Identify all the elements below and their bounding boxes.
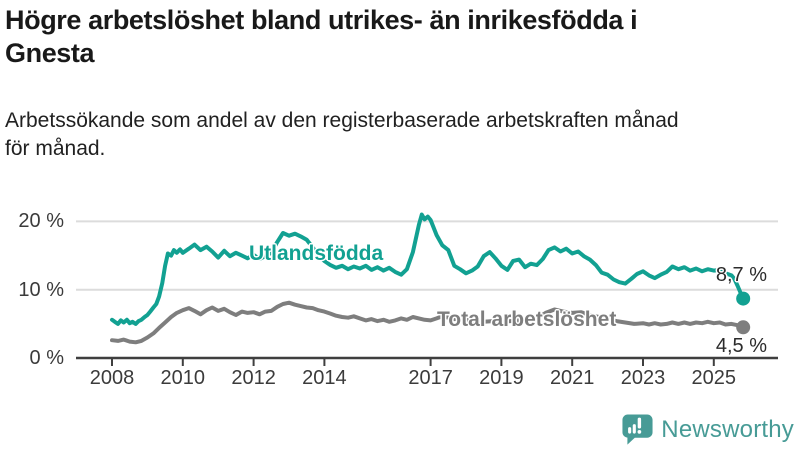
- newsworthy-logo-icon: [622, 414, 653, 445]
- subtitle-line-2: för månad.: [5, 137, 106, 160]
- page-title: Högre arbetslöshet bland utrikes- än inr…: [5, 4, 785, 70]
- x-tick-label: 2010: [160, 367, 206, 389]
- x-tick-label: 2021: [549, 367, 595, 389]
- x-tick-label: 2023: [620, 367, 666, 389]
- brand-footer: Newsworthy: [621, 413, 794, 447]
- series-line-0: [110, 212, 746, 326]
- value-label-total-arbetsloshet: 4,5 %: [715, 335, 767, 357]
- chart-subtitle: Arbetssökande som andel av den registerb…: [5, 107, 790, 163]
- subtitle-line-1: Arbetssökande som andel av den registerb…: [5, 109, 679, 132]
- title-line-2: Gnesta: [5, 38, 95, 68]
- series-label-utlandsfodda: Utlandsfödda: [249, 242, 384, 265]
- brand-name: Newsworthy: [661, 416, 794, 443]
- x-tick-label: 2012: [231, 367, 276, 389]
- series-end-dot-1: [736, 320, 751, 335]
- y-tick-label: 20 %: [18, 210, 64, 233]
- x-tick-label: 2014: [302, 367, 347, 389]
- x-tick-label: 2025: [691, 367, 737, 389]
- x-tick-label: 2008: [89, 367, 135, 389]
- title-line-1: Högre arbetslöshet bland utrikes- än inr…: [5, 5, 638, 35]
- x-tick-label: 2019: [479, 367, 524, 389]
- y-tick-label: 10 %: [18, 278, 64, 301]
- value-label-utlandsfodda: 8,7 %: [715, 264, 767, 286]
- y-tick-label: 0 %: [29, 347, 64, 369]
- x-tick-label: 2017: [408, 367, 453, 389]
- series-label-total-arbetsloshet: Total arbetslöshet: [437, 308, 617, 331]
- series-end-dot-0: [736, 291, 751, 306]
- series-line-1: [110, 300, 746, 345]
